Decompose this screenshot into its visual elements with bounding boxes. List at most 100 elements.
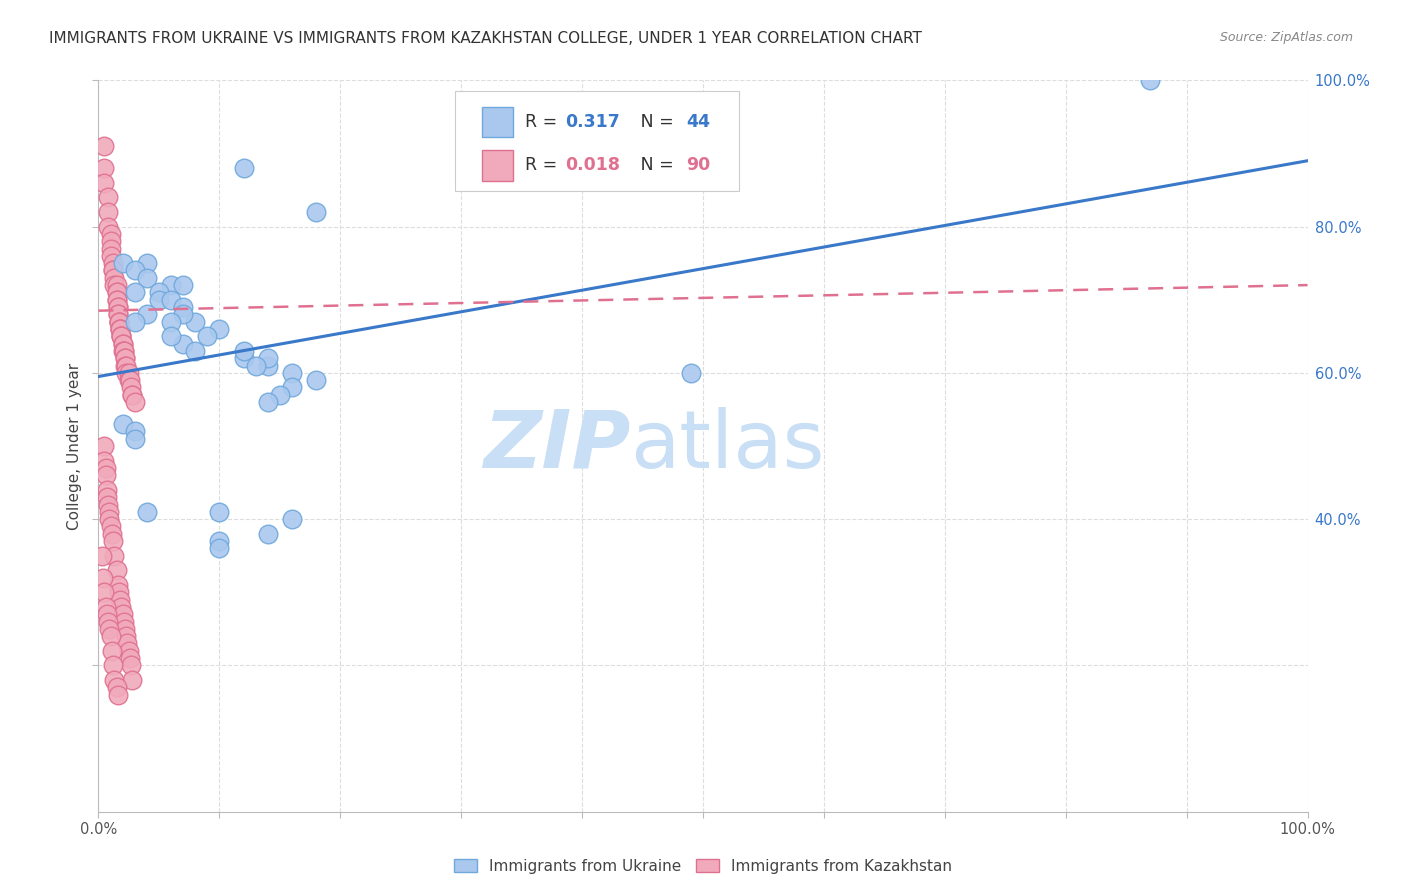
Point [96,490,118,504]
Point [101,534,124,549]
Point [112,615,135,629]
Point [107,578,129,592]
Text: ZIP: ZIP [484,407,630,485]
Point [101,263,124,277]
Point [98,622,121,636]
Point [195,329,218,343]
Point [172,278,194,293]
Point [100,227,122,241]
Point [124,395,146,409]
Point [100,519,122,533]
Point [256,526,278,541]
Point [108,322,131,336]
Point [111,336,134,351]
FancyBboxPatch shape [482,107,513,137]
Point [172,336,194,351]
Point [105,285,128,300]
Text: R =: R = [526,113,562,131]
Text: R =: R = [526,156,562,174]
Point [111,343,134,358]
Point [1139,73,1161,87]
Point [97,615,120,629]
Point [135,307,157,321]
Point [148,293,170,307]
Point [93,453,115,467]
Point [91,571,114,585]
Point [124,285,146,300]
Point [135,256,157,270]
Point [269,388,291,402]
Point [110,329,132,343]
Point [256,351,278,366]
Point [108,315,131,329]
Text: Source: ZipAtlas.com: Source: ZipAtlas.com [1219,31,1353,45]
Point [110,599,132,614]
Point [100,249,122,263]
Point [107,307,129,321]
Point [208,541,231,556]
Point [124,432,146,446]
Point [115,359,138,373]
Point [245,359,267,373]
Point [118,644,141,658]
Point [105,293,128,307]
Point [107,307,129,321]
Text: N =: N = [624,156,679,174]
Point [121,388,143,402]
Point [93,585,115,599]
Point [107,688,129,702]
Point [305,373,328,387]
Text: 0.317: 0.317 [565,113,620,131]
Point [114,351,136,366]
Point [100,629,122,643]
Point [256,395,278,409]
Point [115,629,138,643]
Point [208,505,231,519]
Point [111,607,134,622]
Point [135,270,157,285]
Point [256,359,278,373]
Point [160,329,183,343]
Point [101,658,124,673]
Point [108,585,131,599]
Point [172,307,194,321]
Point [101,256,124,270]
Point [97,498,120,512]
Point [100,526,122,541]
Point [120,380,142,394]
Point [679,366,702,380]
Point [98,505,121,519]
Point [184,315,207,329]
Point [115,366,138,380]
Point [208,534,231,549]
Point [114,351,136,366]
Point [124,315,146,329]
Point [148,285,170,300]
Point [112,343,135,358]
Point [281,366,304,380]
Point [97,190,120,204]
Text: 44: 44 [686,113,710,131]
Point [114,359,136,373]
Point [100,644,122,658]
Point [281,380,304,394]
Text: IMMIGRANTS FROM UKRAINE VS IMMIGRANTS FROM KAZAKHSTAN COLLEGE, UNDER 1 YEAR CORR: IMMIGRANTS FROM UKRAINE VS IMMIGRANTS FR… [49,31,922,46]
Point [94,461,117,475]
Point [160,278,183,293]
Text: 0.018: 0.018 [565,156,620,174]
Point [100,242,122,256]
Point [118,373,141,387]
Point [93,439,115,453]
Point [281,512,304,526]
Point [160,315,183,329]
Point [117,636,139,650]
Point [93,161,115,175]
Point [97,205,120,219]
Point [100,234,122,248]
Point [93,139,115,153]
Text: atlas: atlas [630,407,825,485]
Point [105,293,128,307]
Point [114,622,136,636]
Point [110,329,132,343]
Point [96,607,118,622]
